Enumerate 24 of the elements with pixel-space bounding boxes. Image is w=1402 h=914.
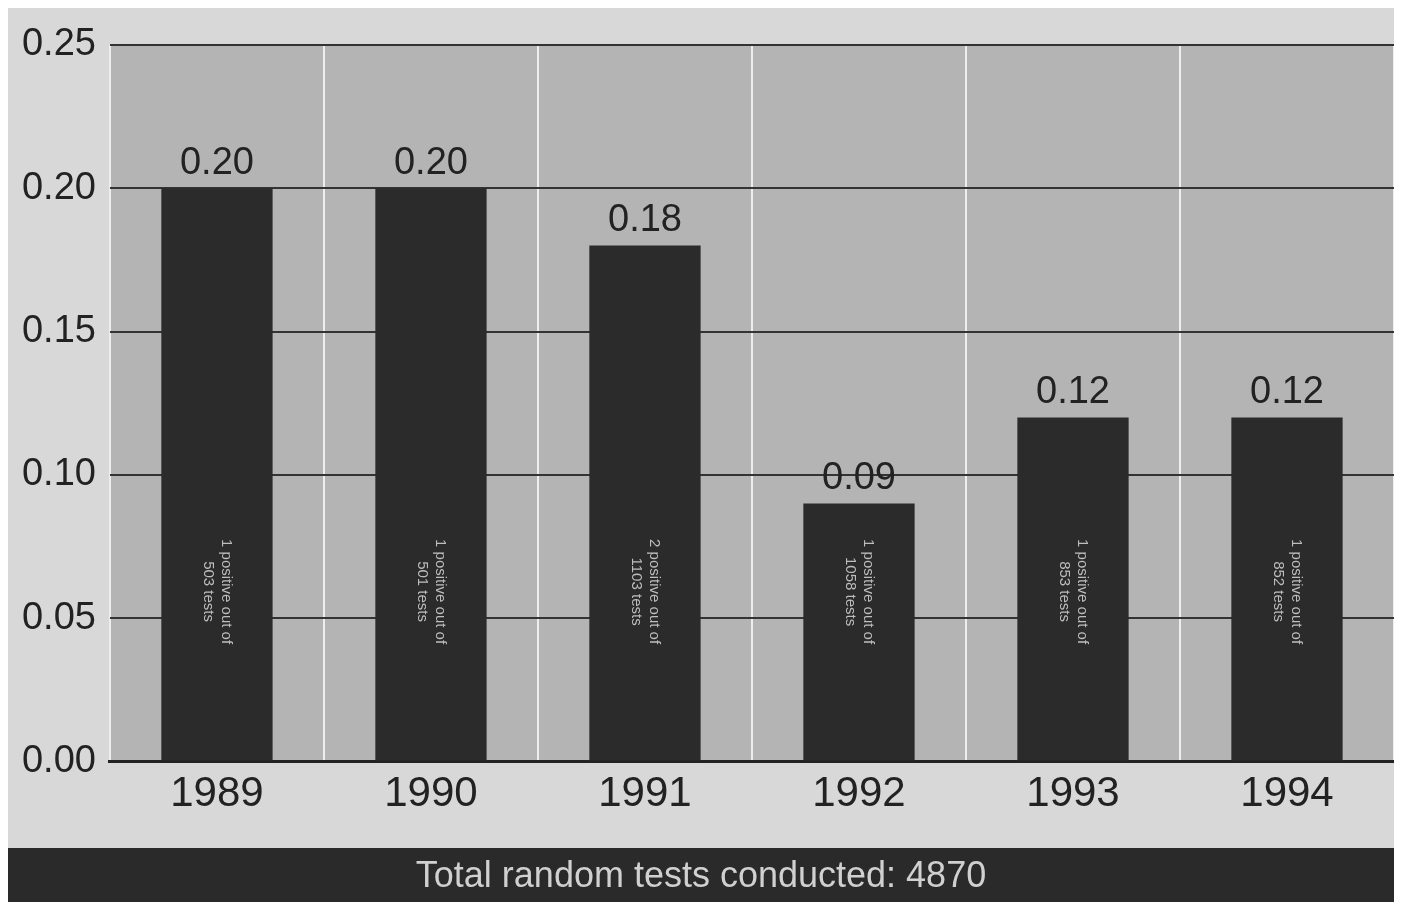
annotation: 1 positive out of 852 tests	[1270, 539, 1306, 645]
data-label: 0.20	[393, 139, 468, 182]
x-tick-label: 1994	[1240, 768, 1334, 816]
x-tick-label: 1993	[1026, 768, 1120, 816]
data-label: 0.12	[1036, 369, 1110, 412]
annotation: 1 positive out of 501 tests	[414, 539, 450, 645]
text: Total random tests conducted: 4870	[8, 848, 1394, 902]
y-tick-label: 0.05	[21, 594, 96, 637]
y-tick-label: 0.10	[21, 451, 96, 494]
annotation: 1 positive out of 1058 tests	[842, 539, 878, 645]
annotation: 1 positive out of 853 tests	[1056, 539, 1092, 645]
data-label: 0.18	[607, 196, 682, 239]
annotation: 2 positive out of 1103 tests	[628, 539, 664, 645]
x-tick-label: 1991	[598, 768, 692, 816]
y-tick-label: 0.00	[21, 738, 96, 781]
y-tick-label: 0.15	[21, 308, 96, 350]
x-tick-label: 1992	[812, 768, 906, 816]
x-tick-label: 1989	[170, 768, 264, 816]
y-tick-label: 0.20	[21, 164, 96, 207]
y-tick-label: 0.25	[21, 21, 96, 64]
data-label: 0.12	[1250, 369, 1324, 412]
x-tick-label: 1990	[384, 768, 478, 816]
data-label: 0.20	[179, 139, 254, 182]
annotation: 1 positive out of 503 tests	[200, 539, 236, 645]
